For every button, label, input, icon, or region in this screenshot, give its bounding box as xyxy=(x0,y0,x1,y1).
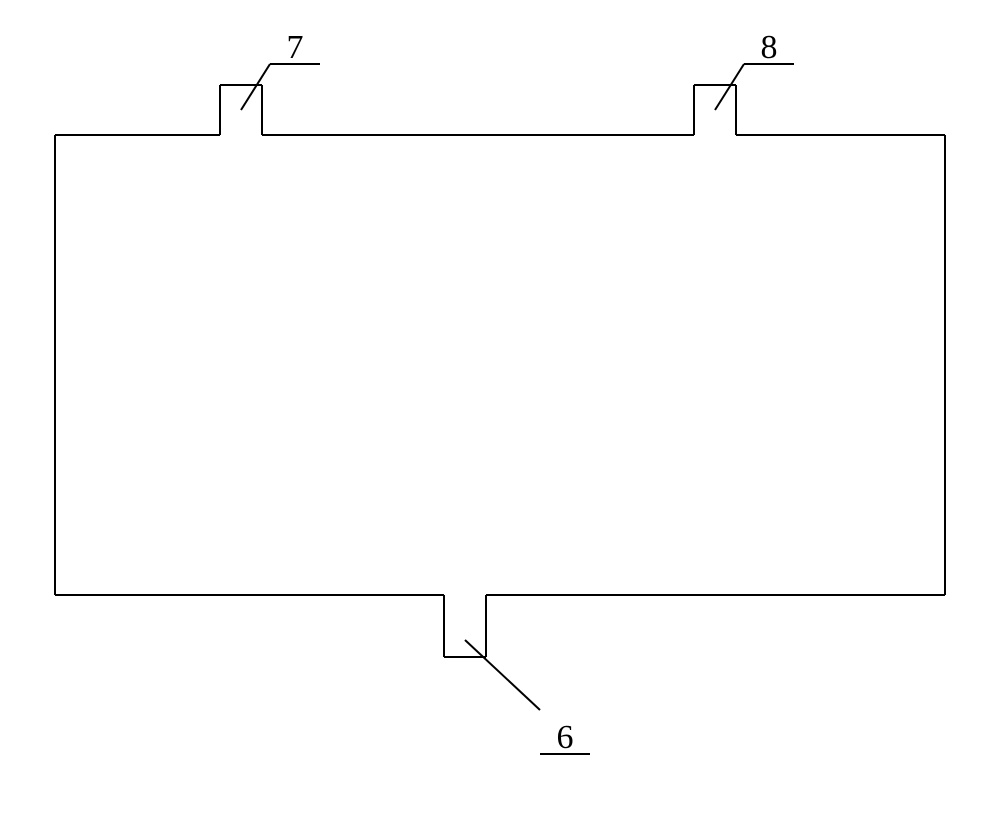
label-6-text: 6 xyxy=(557,719,574,756)
label-8: 8 xyxy=(715,29,794,110)
main-body xyxy=(55,135,945,595)
label-7-text: 7 xyxy=(287,29,304,66)
label-7: 7 xyxy=(241,29,320,110)
port-6 xyxy=(444,595,486,657)
label-6: 6 xyxy=(465,640,590,756)
label-8-text: 8 xyxy=(761,29,778,66)
technical-diagram: 7 8 6 xyxy=(0,0,1000,832)
